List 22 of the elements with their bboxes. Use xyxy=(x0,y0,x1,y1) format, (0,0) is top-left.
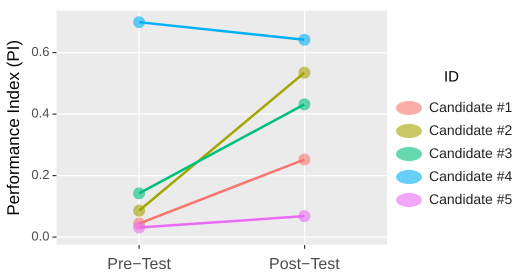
point xyxy=(298,66,310,79)
y-tick-label: 0.0 xyxy=(31,228,50,244)
point xyxy=(298,210,310,222)
point xyxy=(133,16,146,28)
y-tick-label: 0.4 xyxy=(31,106,50,121)
point xyxy=(298,98,310,110)
point xyxy=(298,34,310,46)
legend-title: ID xyxy=(444,68,460,86)
x-tick-label: Post−Test xyxy=(269,256,340,273)
point xyxy=(133,222,146,234)
y-axis-title: Performance Index (PI) xyxy=(4,40,23,216)
legend-label: Candidate #2 xyxy=(429,122,513,138)
legend-label: Candidate #4 xyxy=(429,168,513,184)
point xyxy=(133,204,146,217)
legend-label: Candidate #1 xyxy=(429,98,513,115)
x-tick-label: Pre−Test xyxy=(107,256,172,273)
legend-label: Candidate #5 xyxy=(429,190,513,207)
point xyxy=(298,154,310,166)
y-tick-label: 0.2 xyxy=(31,167,50,182)
point xyxy=(133,187,146,200)
y-tick-label: 0.6 xyxy=(31,44,50,59)
legend-label: Candidate #3 xyxy=(429,144,513,161)
